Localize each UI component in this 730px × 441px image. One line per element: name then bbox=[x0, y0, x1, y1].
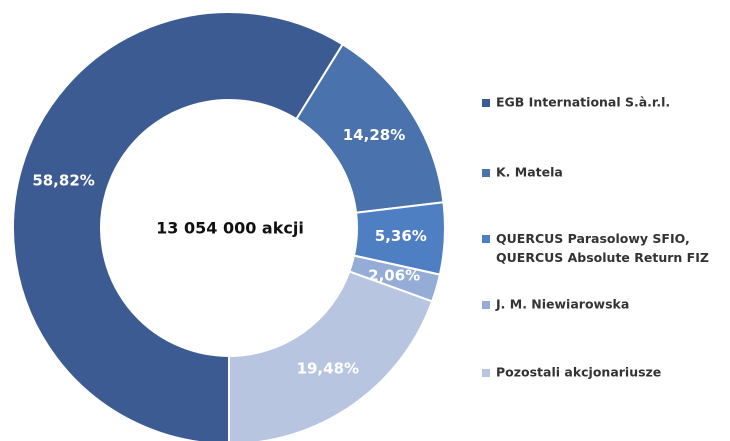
legend-label: Pozostali akcjonariusze bbox=[496, 365, 661, 380]
donut-slice bbox=[12, 11, 345, 441]
legend-label-line: QUERCUS Parasolowy SFIO, bbox=[496, 231, 690, 246]
legend-swatch bbox=[482, 301, 490, 309]
value-label: 58,82% bbox=[32, 171, 94, 189]
value-label: 2,06% bbox=[368, 266, 420, 284]
legend-label: EGB International S.à.r.l. bbox=[496, 95, 670, 110]
value-label: 14,28% bbox=[343, 126, 405, 144]
legend-label: K. Matela bbox=[496, 165, 563, 180]
value-label: 5,36% bbox=[375, 227, 427, 245]
donut-slice bbox=[228, 270, 434, 441]
legend-label-line: QUERCUS Absolute Return FIZ bbox=[496, 250, 709, 265]
legend-swatch bbox=[482, 169, 490, 177]
legend-label: J. M. Niewiarowska bbox=[495, 297, 629, 312]
legend-swatch bbox=[482, 99, 490, 107]
value-label: 19,48% bbox=[297, 359, 359, 377]
legend-swatch bbox=[482, 235, 490, 243]
legend-swatch bbox=[482, 369, 490, 377]
center-label: 13 054 000 akcji bbox=[156, 219, 304, 238]
legend-label: QUERCUS Parasolowy SFIO, QUERCUS Absolute… bbox=[496, 231, 709, 265]
